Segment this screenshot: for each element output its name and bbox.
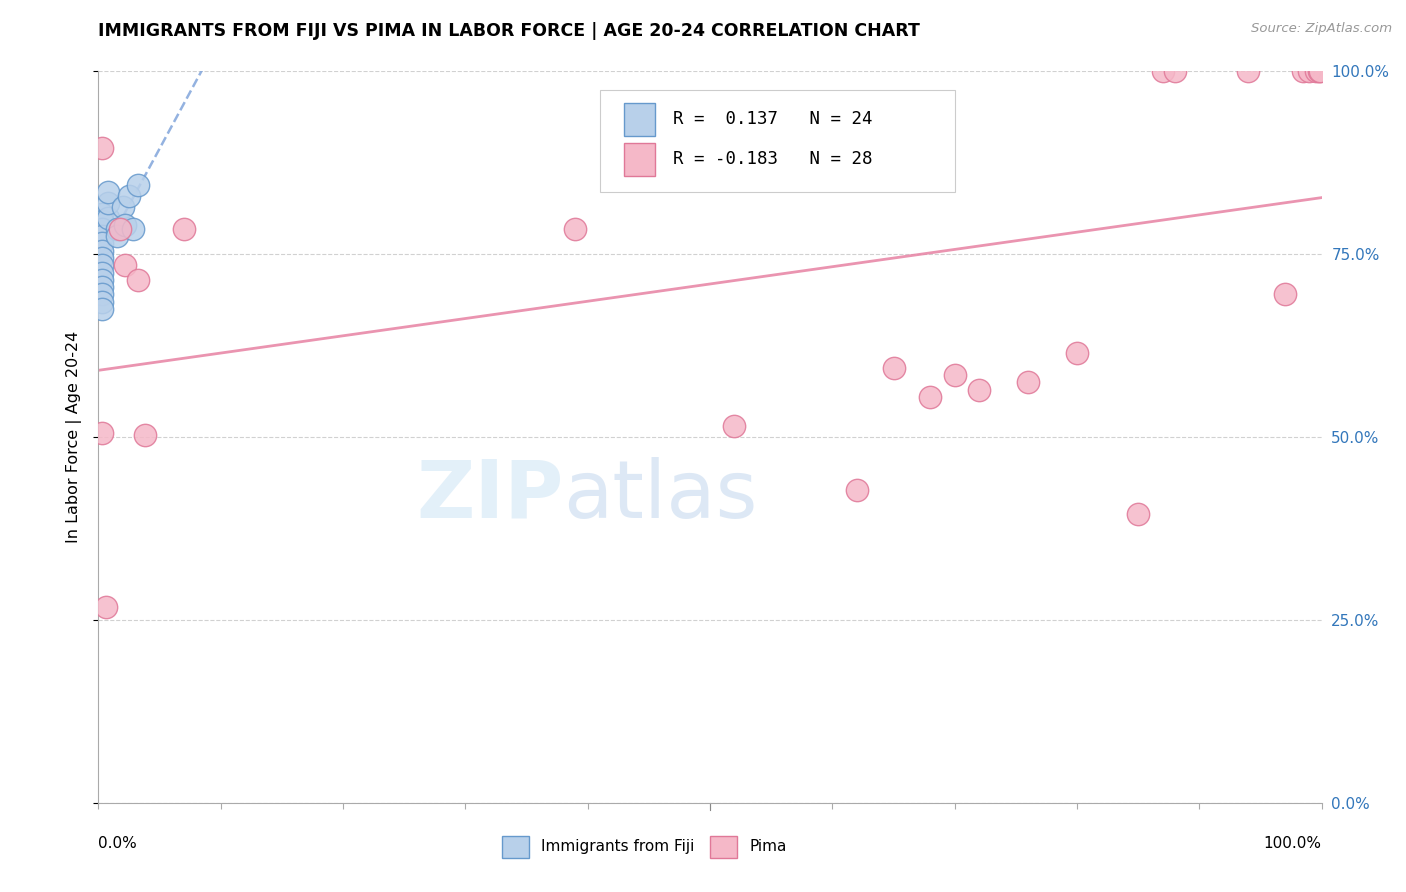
Point: [845, 483, 868, 497]
Point: [1164, 64, 1187, 78]
Point: [920, 390, 942, 404]
Point: [91, 258, 114, 272]
Point: [943, 368, 966, 382]
Point: [97, 211, 120, 225]
Point: [723, 419, 745, 434]
Point: [91, 228, 114, 243]
Point: [114, 258, 136, 272]
Point: [1128, 507, 1150, 521]
Point: [127, 178, 149, 192]
Point: [105, 221, 128, 235]
Point: [821, 167, 844, 181]
Point: [1292, 64, 1315, 78]
Y-axis label: In Labor Force | Age 20-24: In Labor Force | Age 20-24: [66, 331, 83, 543]
Text: ZIP: ZIP: [416, 457, 564, 534]
Point: [105, 228, 128, 243]
Point: [564, 221, 586, 235]
Point: [91, 207, 114, 221]
Point: [91, 244, 114, 258]
Text: 0.0%: 0.0%: [98, 836, 138, 851]
Point: [121, 221, 143, 235]
Text: atlas: atlas: [564, 457, 758, 534]
Bar: [624, 143, 655, 176]
Text: 100.0%: 100.0%: [1264, 836, 1322, 851]
Bar: [502, 836, 529, 858]
Point: [1066, 346, 1088, 360]
Text: Pima: Pima: [749, 839, 786, 855]
FancyBboxPatch shape: [600, 90, 955, 192]
Bar: [624, 103, 655, 136]
Point: [173, 221, 195, 235]
Point: [1305, 64, 1327, 78]
Point: [114, 218, 136, 232]
Point: [1309, 64, 1331, 78]
Point: [91, 251, 114, 265]
Point: [91, 287, 114, 301]
Point: [91, 280, 114, 294]
Point: [111, 200, 134, 214]
Point: [110, 221, 132, 235]
Text: Source: ZipAtlas.com: Source: ZipAtlas.com: [1251, 22, 1392, 36]
Text: Immigrants from Fiji: Immigrants from Fiji: [541, 839, 695, 855]
Text: IMMIGRANTS FROM FIJI VS PIMA IN LABOR FORCE | AGE 20-24 CORRELATION CHART: IMMIGRANTS FROM FIJI VS PIMA IN LABOR FO…: [98, 22, 921, 40]
Point: [91, 214, 114, 228]
Bar: [710, 836, 737, 858]
Point: [91, 426, 114, 441]
Point: [118, 188, 141, 202]
Point: [91, 266, 114, 280]
Text: R = -0.183   N = 28: R = -0.183 N = 28: [673, 150, 873, 168]
Point: [97, 196, 120, 211]
Point: [94, 599, 117, 614]
Point: [1237, 64, 1260, 78]
Point: [91, 221, 114, 235]
Point: [91, 236, 114, 251]
Point: [1274, 287, 1296, 301]
Point: [91, 294, 114, 309]
Point: [1152, 64, 1174, 78]
Point: [967, 383, 990, 397]
Point: [1017, 376, 1039, 390]
Point: [91, 273, 114, 287]
Point: [883, 360, 905, 375]
Point: [91, 141, 114, 155]
Point: [134, 428, 156, 442]
Point: [1298, 64, 1320, 78]
Text: R =  0.137   N = 24: R = 0.137 N = 24: [673, 110, 873, 128]
Point: [97, 185, 120, 199]
Point: [127, 273, 149, 287]
Point: [91, 301, 114, 317]
Point: [1308, 64, 1330, 78]
